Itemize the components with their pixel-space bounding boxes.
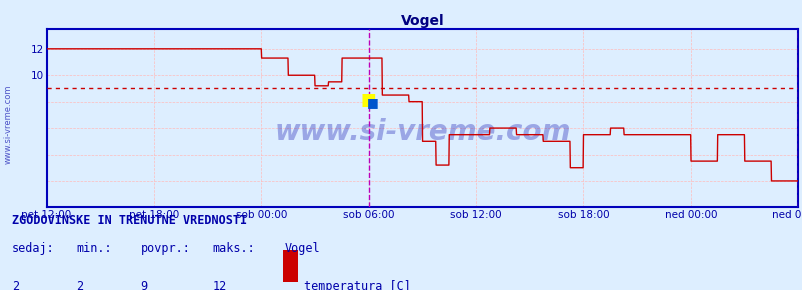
Text: temperatura [C]: temperatura [C]	[303, 280, 410, 290]
Text: sedaj:: sedaj:	[12, 242, 55, 255]
Text: 9: 9	[140, 280, 148, 290]
Text: 2: 2	[76, 280, 83, 290]
Text: maks.:: maks.:	[213, 242, 255, 255]
Text: povpr.:: povpr.:	[140, 242, 190, 255]
Text: Vogel: Vogel	[285, 242, 320, 255]
Text: ■: ■	[367, 97, 378, 110]
Text: 2: 2	[12, 280, 19, 290]
Text: 12: 12	[213, 280, 227, 290]
Title: Vogel: Vogel	[400, 14, 444, 28]
Text: ■: ■	[360, 91, 376, 109]
Bar	[283, 250, 298, 282]
Text: www.si-vreme.com: www.si-vreme.com	[3, 85, 13, 164]
Text: min.:: min.:	[76, 242, 111, 255]
Text: ZGODOVINSKE IN TRENUTNE VREDNOSTI: ZGODOVINSKE IN TRENUTNE VREDNOSTI	[12, 214, 247, 227]
Text: www.si-vreme.com: www.si-vreme.com	[273, 118, 570, 146]
